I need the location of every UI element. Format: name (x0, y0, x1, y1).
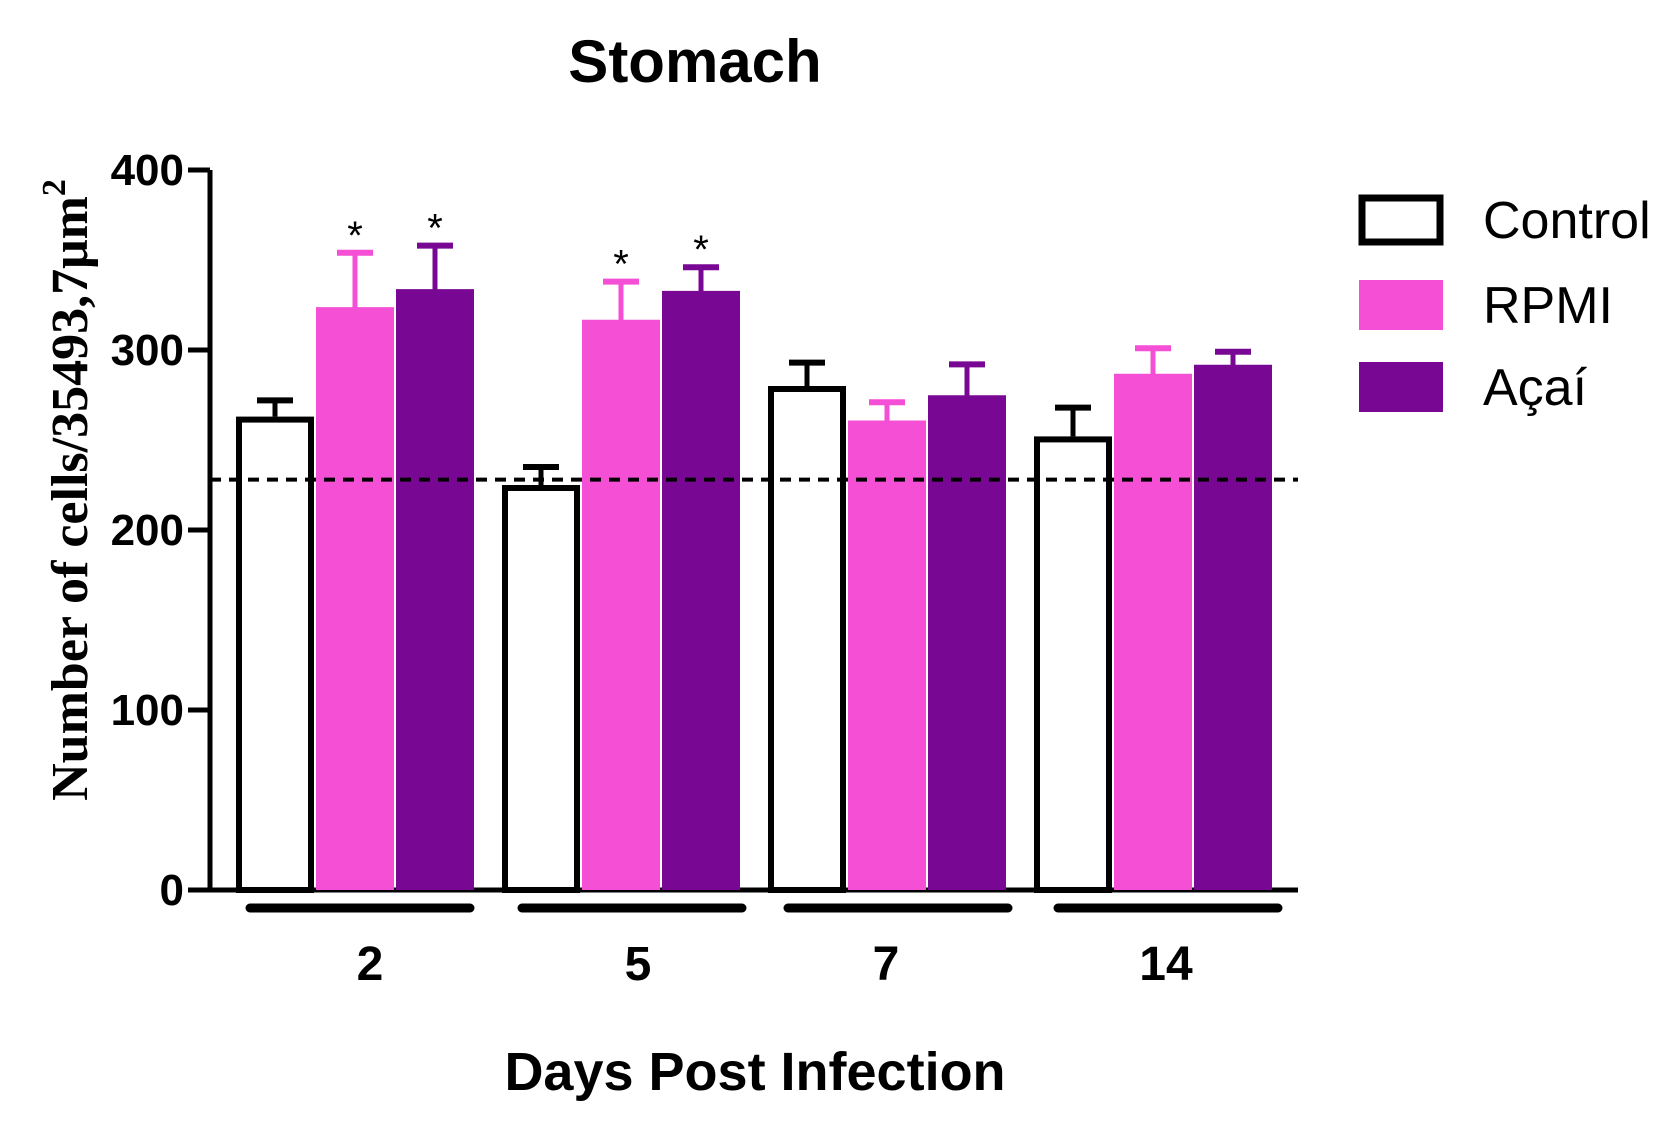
legend-swatch-rpmi (1359, 280, 1443, 330)
bar-control (502, 485, 580, 893)
category-label: 5 (625, 938, 652, 991)
category-labels: 2 5 7 14 (245, 903, 1283, 991)
y-tick-label: 400 (111, 146, 184, 195)
bar-açaí (928, 396, 1006, 890)
legend-swatch-açaí (1359, 362, 1443, 412)
significance-marker: * (427, 207, 443, 251)
bar-rpmi (582, 321, 660, 890)
bar-control (236, 416, 314, 893)
y-axis-label: Number of cells/35493,7μm (42, 196, 99, 801)
y-axis-label-group: Number of cells/35493,7μm2 (36, 179, 99, 801)
category-label: 7 (873, 938, 900, 991)
legend-label: Control (1483, 192, 1651, 250)
legend-swatch-control (1358, 194, 1444, 246)
legend-label: Açaí (1483, 359, 1588, 417)
bar-control (768, 386, 846, 893)
significance-marker: * (347, 214, 363, 258)
y-tick-label: 100 (111, 686, 184, 735)
y-tick-label: 0 (160, 866, 184, 915)
significance-marker: * (613, 243, 629, 287)
bars: * * * * (210, 207, 1298, 893)
legend: Control RPMI Açaí (1358, 192, 1651, 417)
significance-marker: * (693, 228, 709, 272)
category-label: 2 (357, 938, 384, 991)
x-axis-label: Days Post Infection (504, 1042, 1005, 1102)
bar-rpmi (1114, 375, 1192, 890)
chart-title: Stomach (568, 28, 821, 95)
bar-açaí (662, 292, 740, 890)
legend-label: RPMI (1483, 277, 1613, 335)
bar-control (1034, 436, 1112, 893)
y-tick-label: 200 (111, 506, 184, 555)
bar-açaí (1194, 366, 1272, 890)
y-axis-label-superscript: 2 (36, 179, 73, 196)
bar-rpmi (316, 308, 394, 891)
svg-text:Number of cells/35493,7μm2: Number of cells/35493,7μm2 (36, 179, 99, 801)
y-tick-label: 300 (111, 326, 184, 375)
bar-açaí (396, 290, 474, 891)
category-label: 14 (1139, 938, 1193, 991)
bar-rpmi (848, 422, 926, 890)
